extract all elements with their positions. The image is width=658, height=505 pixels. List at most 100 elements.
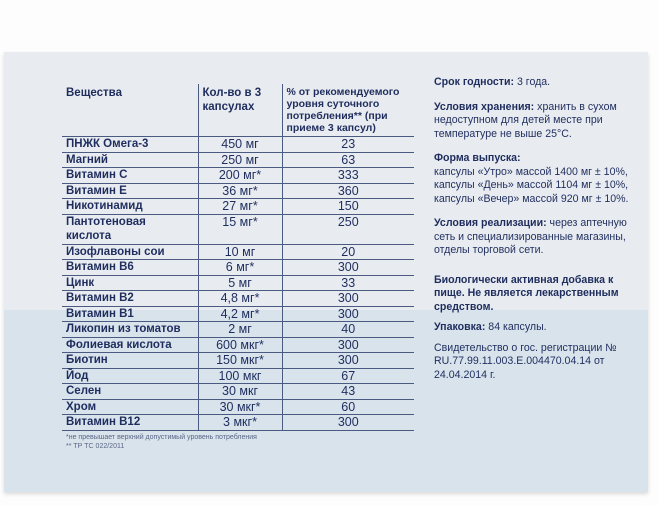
info-column-lower: Биологически активная добавка к пище. Не… — [434, 274, 629, 383]
amount-cell: 15 мг* — [198, 214, 283, 245]
percent-cell: 150 — [282, 198, 414, 215]
info-text: 3 года. — [514, 76, 551, 88]
footnote: *не превышает верхний допустимый уровень… — [66, 433, 257, 441]
table-section: Вещества Кол-во в 3 капсулах % от рекоме… — [62, 84, 414, 451]
table-row: Витамин B1 4,2 мг* 300 — [62, 306, 414, 322]
info-item: Срок годности: 3 года. — [434, 76, 629, 90]
table-row: Изофлавоны сои 10 мг 20 — [62, 244, 414, 260]
amount-cell: 36 мг* — [198, 183, 283, 199]
substance-cell: Фолиевая кислота — [62, 337, 199, 353]
percent-cell: 360 — [282, 183, 414, 199]
info-label: Срок годности: — [434, 76, 515, 88]
substance-cell: Биотин — [62, 352, 199, 369]
amount-cell: 30 мкг — [198, 383, 283, 400]
substance-cell: Витамин B6 — [62, 259, 199, 276]
table-row: ПНЖК Омега-3 450 мг 23 — [62, 136, 414, 153]
table-row: Магний 250 мг 63 — [62, 152, 414, 168]
amount-cell: 5 мг — [198, 275, 283, 291]
nutrient-table: Вещества Кол-во в 3 капсулах % от рекоме… — [62, 84, 414, 431]
substance-cell: ПНЖК Омега-3 — [62, 136, 199, 153]
amount-cell: 4,2 мг* — [198, 306, 283, 322]
percent-cell: 40 — [282, 321, 414, 338]
packaging-value: 84 капсулы. — [485, 321, 547, 333]
percent-cell: 250 — [282, 214, 414, 245]
amount-cell: 6 мг* — [198, 259, 283, 276]
info-label: Форма выпуска: — [434, 152, 521, 164]
info-column: Срок годности: 3 года. Условия хранения: … — [434, 76, 629, 389]
table-row: Витамин B2 4,8 мг* 300 — [62, 290, 414, 307]
substance-cell: Магний — [62, 152, 199, 168]
percent-cell: 23 — [282, 136, 414, 153]
table-row: Ликопин из томатов 2 мг 40 — [62, 321, 414, 338]
substance-cell: Витамин Е — [62, 183, 199, 199]
table-row: Хром 30 мкг* 60 — [62, 399, 414, 415]
table-row: Цинк 5 мг 33 — [62, 275, 414, 291]
percent-cell: 33 — [282, 275, 414, 291]
table-row: Фолиевая кислота 600 мкг* 300 — [62, 337, 414, 353]
percent-cell: 300 — [282, 352, 414, 369]
percent-cell: 20 — [282, 244, 414, 260]
substance-cell: Витамин B12 — [62, 414, 199, 431]
substance-cell: Хром — [62, 399, 199, 415]
footnote: ** ТР ТС 022/2011 — [66, 442, 125, 450]
percent-cell: 300 — [282, 414, 414, 431]
amount-cell: 27 мг* — [198, 198, 283, 215]
amount-cell: 2 мг — [198, 321, 283, 338]
amount-cell: 3 мкг* — [198, 414, 283, 431]
footnotes: *не превышает верхний допустимый уровень… — [62, 433, 414, 451]
amount-cell: 200 мг* — [198, 167, 283, 184]
substance-cell: Пантотеновая кислота — [62, 214, 199, 245]
table-row: Никотинамид 27 мг* 150 — [62, 198, 414, 215]
info-item: Форма выпуска: капсулы «Утро» массой 140… — [434, 152, 629, 206]
amount-cell: 450 мг — [198, 136, 283, 153]
header-substance: Вещества — [62, 84, 199, 137]
substance-cell: Витамин B2 — [62, 290, 199, 307]
amount-cell: 250 мг — [198, 152, 283, 168]
info-item: Условия реализации: через аптечную сеть … — [434, 217, 629, 258]
registration-certificate: Свидетельство о гос. регистрации № RU.77… — [434, 341, 617, 381]
header-percent: % от рекомендуемого уровня суточного пот… — [282, 84, 414, 137]
info-label: Условия реализации: — [434, 217, 547, 229]
amount-cell: 30 мкг* — [198, 399, 283, 415]
table-header: Вещества Кол-во в 3 капсулах % от рекоме… — [62, 84, 414, 137]
percent-cell: 60 — [282, 399, 414, 415]
info-text: через аптечную сеть и специализированные… — [434, 217, 627, 256]
substance-cell: Ликопин из томатов — [62, 321, 199, 338]
percent-cell: 67 — [282, 368, 414, 384]
percent-cell: 333 — [282, 167, 414, 184]
info-text: капсулы «Утро» массой 1400 мг ± 10%, кап… — [434, 165, 629, 205]
table-row: Витамин B12 3 мкг* 300 — [62, 414, 414, 431]
amount-cell: 600 мкг* — [198, 337, 283, 353]
percent-cell: 300 — [282, 290, 414, 307]
amount-cell: 10 мг — [198, 244, 283, 260]
substance-cell: Никотинамид — [62, 198, 199, 215]
table-row: Биотин 150 мкг* 300 — [62, 352, 414, 369]
amount-cell: 4,8 мг* — [198, 290, 283, 307]
info-item: Условия хранения: хранить в сухом недост… — [434, 101, 629, 142]
header-amount: Кол-во в 3 капсулах — [198, 84, 283, 137]
table-row: Йод 100 мкг 67 — [62, 368, 414, 384]
table-row: Витамин B6 6 мг* 300 — [62, 259, 414, 276]
amount-cell: 150 мкг* — [198, 352, 283, 369]
table-row: Селен 30 мкг 43 — [62, 383, 414, 400]
substance-cell: Витамин С — [62, 167, 199, 184]
percent-cell: 300 — [282, 306, 414, 322]
info-text: хранить в сухом недоступном для детей ме… — [434, 100, 617, 140]
supplement-notice: Биологически активная добавка к пище. Не… — [434, 273, 619, 313]
substance-cell: Изофлавоны сои — [62, 244, 199, 260]
percent-cell: 43 — [282, 383, 414, 400]
packaging-label: Упаковка: — [434, 321, 486, 333]
table-row: Пантотеновая кислота 15 мг* 250 — [62, 214, 414, 245]
percent-cell: 300 — [282, 337, 414, 353]
table-row: Витамин Е 36 мг* 360 — [62, 183, 414, 199]
info-label: Условия хранения: — [434, 100, 535, 113]
percent-cell: 63 — [282, 152, 414, 168]
substance-cell: Селен — [62, 383, 199, 400]
table-row: Витамин С 200 мг* 333 — [62, 167, 414, 184]
substance-cell: Йод — [62, 368, 199, 384]
packaging: Упаковка: 84 капсулы. — [434, 321, 629, 335]
amount-cell: 100 мкг — [198, 368, 283, 384]
percent-cell: 300 — [282, 259, 414, 276]
info-column-upper: Срок годности: 3 года. Условия хранения: … — [434, 76, 629, 258]
substance-cell: Цинк — [62, 275, 199, 291]
